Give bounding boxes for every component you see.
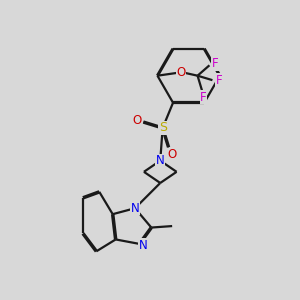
Text: O: O	[167, 148, 176, 161]
Text: F: F	[212, 57, 218, 70]
Text: F: F	[200, 91, 207, 103]
Text: O: O	[132, 114, 141, 127]
Text: F: F	[216, 74, 222, 87]
Text: O: O	[177, 66, 186, 79]
Text: N: N	[139, 239, 147, 252]
Text: N: N	[156, 154, 165, 167]
Text: N: N	[130, 202, 140, 215]
Text: S: S	[159, 122, 167, 134]
